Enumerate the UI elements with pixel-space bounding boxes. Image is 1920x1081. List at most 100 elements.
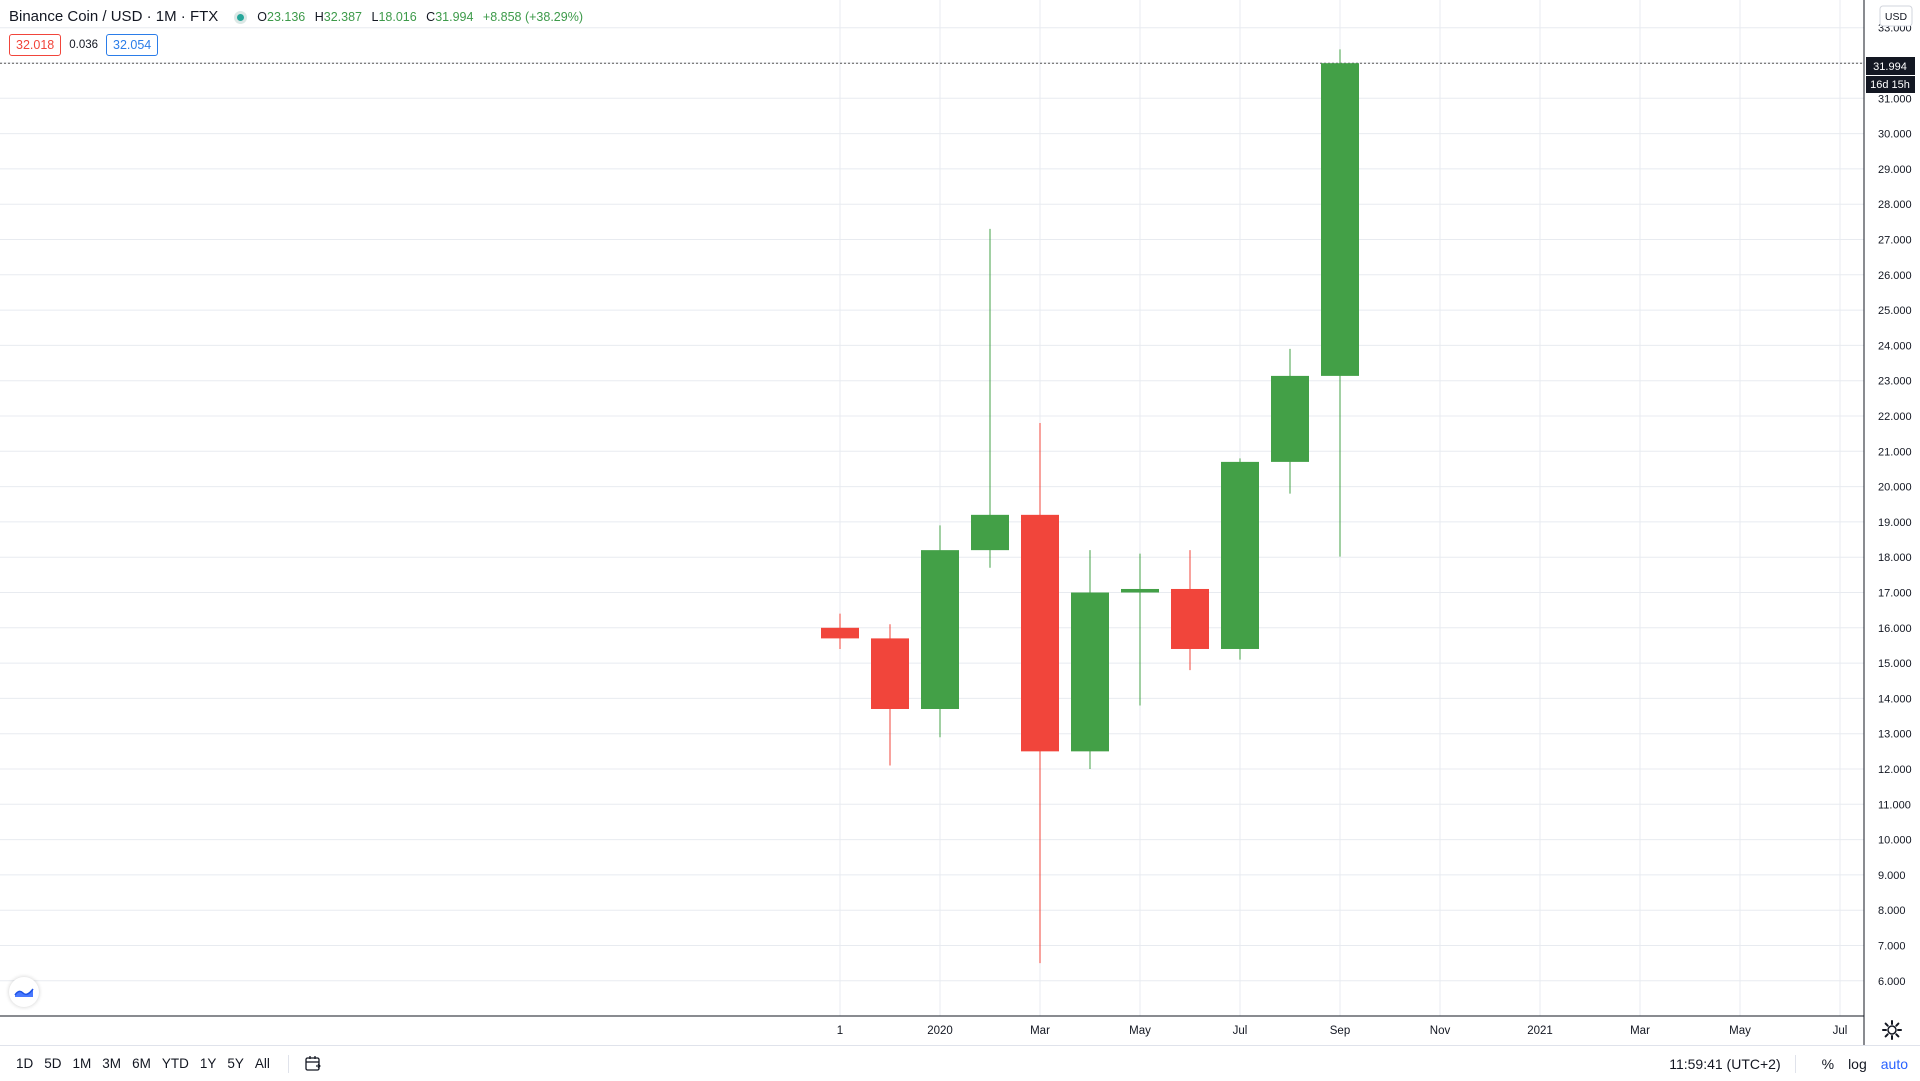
bottom-toolbar: 1D 5D 1M 3M 6M YTD 1Y 5Y All 11:59:41 (U…: [0, 1045, 1920, 1081]
chart-settings-gear-icon[interactable]: [1881, 1019, 1903, 1041]
candle-body: [971, 514, 1009, 551]
y-tick-label: 26.000: [1878, 270, 1912, 282]
currency-label: USD: [1885, 11, 1908, 23]
candle[interactable]: [1171, 550, 1209, 671]
percent-scale-toggle[interactable]: %: [1821, 1055, 1835, 1072]
candle-body: [1121, 588, 1159, 593]
log-scale-toggle[interactable]: log: [1848, 1055, 1867, 1072]
y-tick-label: 8.000: [1878, 905, 1906, 917]
y-tick-label: 31.000: [1878, 93, 1912, 105]
close-key: C: [426, 10, 436, 24]
low-key: L: [371, 10, 379, 24]
y-tick-label: 6.000: [1878, 976, 1906, 988]
candle[interactable]: [1321, 49, 1359, 557]
y-tick-label: 19.000: [1878, 517, 1912, 529]
ohlc-values: O23.136 H32.387 L18.016 C31.994 +8.858 (…: [257, 8, 589, 26]
candle-body: [1171, 588, 1209, 649]
range-button-5d[interactable]: 5D: [44, 1056, 62, 1071]
y-tick-label: 7.000: [1878, 941, 1906, 953]
candle-body: [1021, 514, 1059, 752]
candle-body: [921, 550, 959, 709]
candle[interactable]: [921, 525, 959, 738]
candle[interactable]: [1221, 458, 1259, 660]
candle-body: [1221, 461, 1259, 649]
candle[interactable]: [871, 624, 909, 766]
go-to-date-calendar-icon[interactable]: [303, 1054, 323, 1074]
candle-body: [1321, 63, 1359, 376]
symbol-title[interactable]: Binance Coin / USD · 1M · FTX: [9, 8, 219, 25]
x-tick-label: Sep: [1330, 1025, 1350, 1037]
range-button-1d[interactable]: 1D: [16, 1056, 34, 1071]
auto-scale-toggle[interactable]: auto: [1880, 1055, 1908, 1072]
y-tick-label: 27.000: [1878, 235, 1912, 247]
y-tick-label: 13.000: [1878, 729, 1912, 741]
y-tick-label: 15.000: [1878, 658, 1912, 670]
range-button-all[interactable]: All: [254, 1056, 270, 1071]
chart-canvas[interactable]: 6.0007.0008.0009.00010.00011.00012.00013…: [0, 0, 1920, 1045]
y-tick-label: 25.000: [1878, 305, 1912, 317]
y-tick-label: 9.000: [1878, 870, 1906, 882]
close-value: 31.994: [435, 10, 474, 24]
y-tick-label: 10.000: [1878, 835, 1912, 847]
bid-ask-row: 32.018 0.036 32.054: [9, 34, 159, 56]
y-tick-label: 21.000: [1878, 446, 1912, 458]
toolbar-divider: [287, 1054, 289, 1073]
x-tick-label: May: [1129, 1025, 1151, 1037]
timezone-clock[interactable]: 11:59:41 (UTC+2): [1669, 1055, 1781, 1072]
open-key: O: [257, 10, 268, 24]
range-button-1m[interactable]: 1M: [72, 1056, 92, 1071]
x-tick-label: Jul: [1233, 1025, 1248, 1037]
currency-box[interactable]: [1879, 5, 1913, 27]
y-tick-label: 24.000: [1878, 340, 1912, 352]
last-price-tag: [1866, 57, 1915, 75]
last-price-label: 31.994: [1873, 61, 1907, 73]
high-value: 32.387: [323, 10, 362, 24]
tradingview-logo-icon[interactable]: [9, 977, 39, 1007]
y-tick-label: 20.000: [1878, 482, 1912, 494]
y-tick-label: 18.000: [1878, 552, 1912, 564]
x-tick-label: Jul: [1833, 1025, 1848, 1037]
y-tick-label: 22.000: [1878, 411, 1912, 423]
interval-label: 1M: [155, 8, 177, 25]
range-button-ytd[interactable]: YTD: [161, 1056, 189, 1071]
sell-button[interactable]: 32.018: [9, 34, 62, 56]
time-axis[interactable]: 1 2020 Mar May Jul Sep Nov 2021 Mar May Jul: [837, 1025, 1848, 1037]
x-tick-label: May: [1729, 1025, 1751, 1037]
x-tick-label: 1: [837, 1025, 843, 1037]
candle[interactable]: [971, 228, 1009, 568]
exchange-label: FTX: [189, 8, 219, 25]
high-key: H: [314, 10, 324, 24]
y-tick-label: 11.000: [1878, 799, 1911, 811]
spread-value: 0.036: [69, 39, 99, 51]
buy-button[interactable]: 32.054: [106, 34, 159, 56]
candle[interactable]: [1021, 423, 1059, 964]
grid-lines: [0, 0, 1864, 1016]
price-axis[interactable]: 6.000 7.000 8.000 9.000 10.000 11.000 12.000 13…: [1878, 23, 1912, 988]
x-tick-label: 2021: [1527, 1025, 1553, 1037]
x-tick-label: Mar: [1630, 1025, 1650, 1037]
candles[interactable]: [821, 49, 1359, 964]
open-value: 23.136: [267, 10, 306, 24]
candle[interactable]: [1121, 553, 1159, 706]
range-button-1y[interactable]: 1Y: [199, 1056, 217, 1071]
y-tick-label: 23.000: [1878, 376, 1912, 388]
candle[interactable]: [1071, 550, 1109, 769]
candle-body: [1271, 375, 1309, 462]
candle-body: [1071, 592, 1109, 752]
x-tick-label: Nov: [1430, 1025, 1451, 1037]
range-button-6m[interactable]: 6M: [132, 1056, 151, 1071]
low-value: 18.016: [378, 10, 417, 24]
candle[interactable]: [1271, 348, 1309, 494]
countdown-label: 16d 15h: [1870, 79, 1910, 91]
y-tick-label: 17.000: [1878, 588, 1912, 600]
x-tick-label: 2020: [927, 1025, 953, 1037]
market-status-icon[interactable]: [234, 10, 248, 24]
y-tick-label: 16.000: [1878, 623, 1912, 635]
range-button-5y[interactable]: 5Y: [227, 1056, 244, 1071]
range-button-3m[interactable]: 3M: [102, 1056, 122, 1071]
toolbar-divider: [1794, 1054, 1796, 1073]
y-tick-label: 14.000: [1878, 693, 1912, 705]
y-tick-label: 29.000: [1878, 164, 1912, 176]
candle[interactable]: [821, 613, 859, 649]
countdown-tag: [1866, 76, 1915, 93]
